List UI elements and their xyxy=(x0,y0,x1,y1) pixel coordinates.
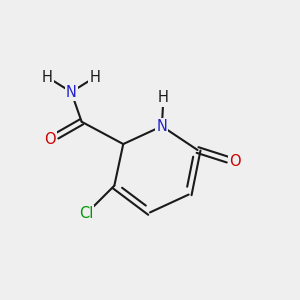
Text: O: O xyxy=(229,154,241,169)
Text: N: N xyxy=(66,85,77,100)
Text: Cl: Cl xyxy=(79,206,93,221)
Text: N: N xyxy=(157,119,167,134)
Text: O: O xyxy=(45,132,56,147)
Text: H: H xyxy=(42,70,53,85)
Text: H: H xyxy=(90,70,101,85)
Text: H: H xyxy=(158,91,169,106)
